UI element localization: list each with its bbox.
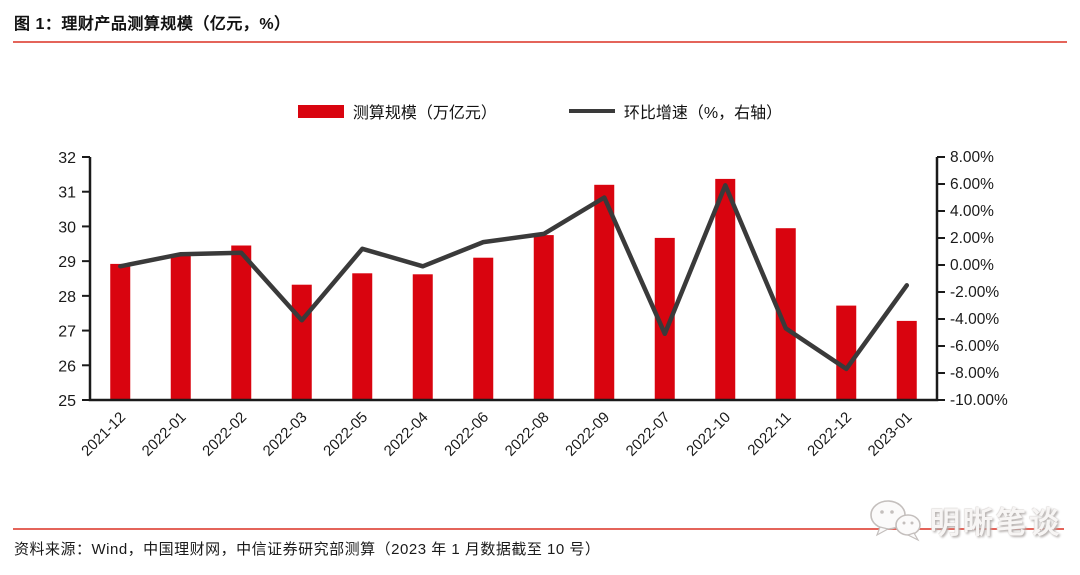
figure-title: 图 1：理财产品测算规模（亿元，%） [14, 16, 291, 33]
axis-frame [88, 157, 939, 402]
bar-2022-06 [473, 257, 494, 400]
left-axis-label: 29 [58, 254, 76, 271]
bar-2022-02 [231, 245, 252, 400]
left-axis-label: 25 [58, 393, 76, 410]
left-axis-label: 31 [58, 185, 76, 202]
watermark-text: 明晰笔谈 [930, 507, 1062, 540]
legend-item-scale: 测算规模（万亿元） [297, 99, 497, 123]
right-axis-label: 2.00% [950, 230, 994, 247]
bar-2022-03 [291, 284, 312, 400]
left-axis-label: 27 [58, 324, 76, 341]
x-axis-label-2022-04: 2022-04 [381, 409, 432, 460]
right-axis-label: -10.00% [950, 392, 1008, 409]
bar-2022-09 [594, 184, 615, 400]
right-axis-label: -2.00% [950, 284, 999, 301]
x-axis-label-2022-09: 2022-09 [562, 409, 613, 460]
left-axis-label: 28 [58, 289, 76, 306]
bar-series-swatch [297, 104, 344, 118]
x-axis-label-2023-01: 2023-01 [865, 409, 916, 460]
legend-item-growth: 环比增速（%，右轴） [568, 99, 783, 123]
source-note: 资料来源：Wind，中国理财网，中信证券研究部测算（2023 年 1 月数据截至… [14, 541, 601, 558]
bar-2022-01 [170, 255, 191, 400]
bar-2022-10 [715, 178, 736, 400]
x-axis-label-2022-08: 2022-08 [502, 409, 553, 460]
title-underline-rule [13, 41, 1067, 43]
left-axis-label: 30 [58, 219, 76, 236]
left-axis-label: 26 [58, 358, 76, 375]
right-axis-label: 6.00% [950, 176, 994, 193]
left-axis-label: 32 [58, 150, 76, 167]
x-axis-label-2022-05: 2022-05 [320, 409, 371, 460]
x-axis-label-2022-02: 2022-02 [199, 409, 250, 460]
bar-2022-07 [654, 237, 675, 400]
line-series-swatch [568, 109, 615, 113]
x-axis-label-2022-01: 2022-01 [139, 409, 190, 460]
chart-legend: 测算规模（万亿元） 环比增速（%，右轴） [0, 99, 1080, 123]
x-axis-label-2022-03: 2022-03 [260, 409, 311, 460]
bar-2022-12 [836, 305, 857, 400]
x-axis-label-2022-12: 2022-12 [804, 409, 855, 460]
bar-2022-04 [412, 274, 433, 400]
legend-label-scale: 测算规模（万亿元） [352, 105, 497, 122]
x-axis-label-2022-07: 2022-07 [623, 409, 674, 460]
right-axis-label: 0.00% [950, 257, 994, 274]
right-axis-label: -8.00% [950, 365, 999, 382]
chart-area: 25 26 27 28 29 30 31 32 -10.00% -8.00% -6.00% -4.00… [0, 140, 1080, 496]
right-axis-label: 4.00% [950, 203, 994, 220]
bar-2022-08 [533, 235, 554, 400]
combo-chart: 25 26 27 28 29 30 31 32 -10.00% -8.00% -6.00% -4.00… [58, 149, 1008, 460]
right-axis-label: -6.00% [950, 338, 999, 355]
right-axis-label: 8.00% [950, 149, 994, 166]
right-axis-label: -4.00% [950, 311, 999, 328]
x-axis-label-2021-12: 2021-12 [78, 409, 129, 460]
bar-2022-05 [352, 273, 373, 400]
growth-line [118, 183, 910, 372]
x-axis-label-2022-11: 2022-11 [744, 409, 794, 459]
legend-label-growth: 环比增速（%，右轴） [623, 105, 783, 122]
watermark: 明晰笔谈 [866, 494, 1062, 546]
x-axis-label-2022-06: 2022-06 [441, 409, 492, 460]
wechat-bubbles-icon [870, 500, 921, 542]
bar-2022-11 [775, 228, 796, 400]
x-axis-label-2022-10: 2022-10 [683, 409, 734, 460]
bar-2023-01 [896, 320, 917, 400]
footer-rule [13, 528, 1064, 530]
bar-2021-12 [110, 263, 131, 400]
